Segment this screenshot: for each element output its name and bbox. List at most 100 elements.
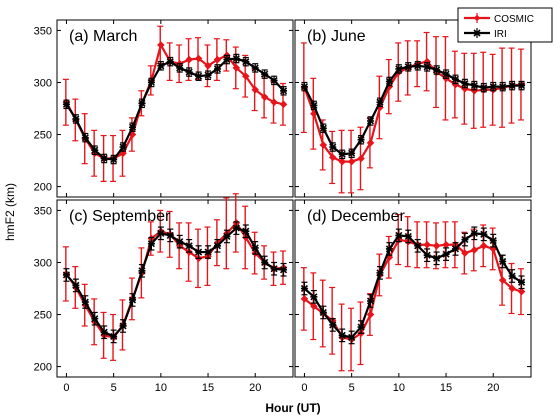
data-point [242, 72, 250, 80]
data-point [270, 98, 278, 107]
panel-2: (b) June [294, 19, 532, 198]
data-point [251, 244, 259, 252]
series-iri [62, 221, 288, 344]
data-point [213, 55, 222, 64]
data-point [433, 254, 441, 262]
legend-marker [473, 29, 481, 37]
data-point [338, 331, 346, 339]
data-point [499, 83, 507, 91]
data-point [138, 99, 146, 107]
panel-title: (c) September [69, 208, 171, 225]
x-tick-label: 15 [202, 382, 214, 394]
data-point [157, 229, 165, 237]
data-point [395, 65, 403, 73]
legend-item-iri: IRI [464, 28, 507, 40]
data-point [195, 248, 203, 256]
y-tick-label: 250 [34, 310, 52, 322]
data-point [423, 63, 431, 71]
data-point [204, 248, 212, 256]
data-point [251, 85, 260, 94]
x-axis-label: Hour (UT) [265, 401, 320, 415]
data-point [451, 245, 460, 253]
data-point [517, 287, 526, 296]
series-iri [62, 53, 288, 165]
data-point [261, 258, 269, 267]
data-point [508, 272, 516, 280]
data-point [357, 136, 365, 144]
data-point [338, 150, 346, 158]
x-tick-label: 5 [111, 382, 117, 394]
data-point [347, 157, 356, 166]
data-point [385, 77, 393, 85]
data-point [204, 62, 212, 70]
data-point [91, 315, 99, 323]
legend-box [457, 7, 553, 43]
data-point [157, 41, 165, 49]
data-point [432, 242, 441, 250]
legend-label: IRI [494, 29, 507, 40]
data-point [300, 284, 309, 293]
data-point [366, 297, 375, 305]
data-point [185, 68, 193, 76]
y-tick-label: 300 [34, 77, 52, 89]
panel-frame [294, 19, 532, 198]
data-point [232, 224, 240, 232]
data-point [110, 155, 118, 164]
data-point [81, 134, 89, 142]
data-point [498, 276, 507, 284]
y-tick-label: 250 [34, 130, 52, 142]
x-tick-label: 10 [155, 382, 167, 394]
data-point [279, 266, 288, 274]
data-point [147, 78, 155, 87]
data-point [319, 124, 327, 132]
data-point [414, 62, 422, 70]
data-point [310, 101, 318, 109]
panel-4: 0 5 10 15 20 (d) December [294, 199, 532, 394]
data-point [279, 100, 288, 109]
data-point [119, 322, 127, 330]
series-iri [300, 226, 526, 345]
data-point [232, 54, 240, 63]
data-point [470, 246, 479, 254]
data-point [433, 66, 441, 74]
legend-item-cosmic: COSMIC [464, 13, 534, 25]
panel-3: 0 5 10 15 20 200 250 300 350 (c) September [34, 193, 294, 394]
data-point [423, 251, 431, 259]
data-point [357, 323, 365, 331]
data-point [204, 71, 212, 79]
data-point [376, 269, 384, 277]
data-point [176, 64, 184, 72]
data-point [517, 278, 526, 286]
data-point [442, 70, 450, 78]
data-point [157, 62, 165, 70]
data-point [414, 242, 422, 250]
panel-title: (d) December [307, 208, 405, 225]
data-point [279, 87, 288, 95]
data-point [128, 296, 137, 304]
data-point [329, 143, 337, 151]
data-point [517, 82, 526, 90]
data-point [232, 64, 241, 72]
data-point [242, 227, 250, 235]
data-point [81, 298, 89, 306]
y-tick-label: 350 [34, 205, 52, 217]
data-point [366, 310, 375, 319]
data-point [110, 332, 118, 340]
legend-label: COSMIC [494, 14, 534, 25]
x-tick-label: 10 [393, 382, 405, 394]
data-point [176, 238, 184, 246]
data-point [319, 308, 327, 317]
data-point [461, 249, 469, 257]
data-point [270, 265, 278, 273]
data-point [62, 271, 71, 279]
x-tick-label: 0 [301, 382, 307, 394]
panel-frame [56, 199, 294, 378]
data-point [260, 93, 269, 101]
data-point [395, 231, 403, 239]
data-point [300, 295, 309, 303]
data-point [100, 328, 108, 336]
data-point [385, 245, 393, 253]
x-tick-label: 20 [249, 382, 261, 394]
